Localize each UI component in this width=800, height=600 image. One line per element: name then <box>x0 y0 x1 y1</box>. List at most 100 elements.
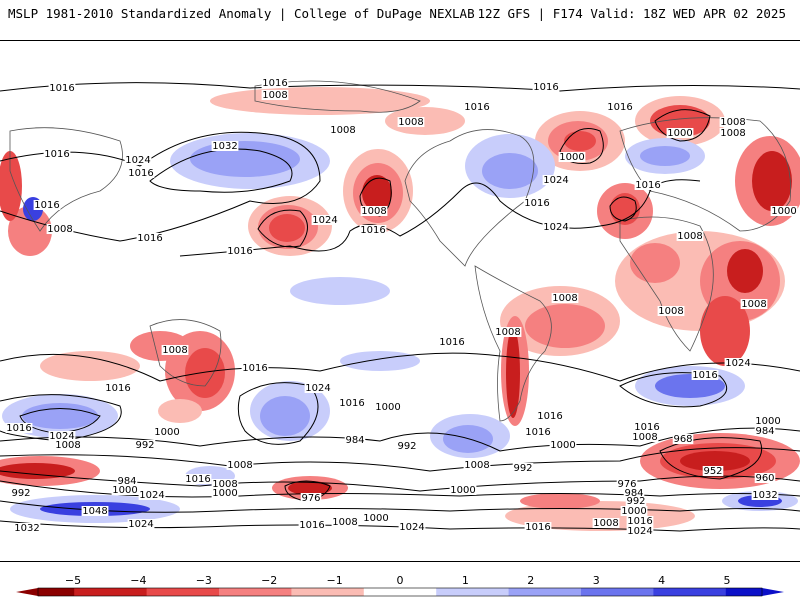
isobar-label: 1008 <box>332 517 357 528</box>
colorbar-cell <box>653 588 672 596</box>
isobar-label-bg <box>542 222 570 232</box>
isobar-label: 1024 <box>543 175 568 186</box>
isobar-label-bg <box>48 83 76 93</box>
isobar-label: 1008 <box>361 206 386 217</box>
isobar-label-bg <box>48 431 76 441</box>
isobar-label-bg <box>657 306 685 316</box>
isobar-label-bg <box>558 152 586 162</box>
isobar-label: 1016 <box>185 474 210 485</box>
isobar-label-bg <box>626 516 654 526</box>
colorbar-cell <box>418 588 437 596</box>
isobar-label: 968 <box>673 434 692 445</box>
isobar-label-bg <box>136 233 164 243</box>
isobar-label: 1016 <box>339 398 364 409</box>
colorbar-tick-label: 0 <box>397 574 404 587</box>
isobar-label-bg <box>616 479 638 489</box>
isobar-label: 976 <box>301 493 320 504</box>
isobar-label: 952 <box>703 466 722 477</box>
isobar-label: 992 <box>11 488 30 499</box>
isobar-label-bg <box>549 440 577 450</box>
colorbar-tick-label: −4 <box>130 574 146 587</box>
colorbar-cell <box>381 588 401 596</box>
isobar-label: 1000 <box>112 485 137 496</box>
isobar-label: 1008 <box>212 479 237 490</box>
isobar-label-bg <box>184 474 212 484</box>
colorbar-tick-label: 4 <box>658 574 665 587</box>
isobar-label-bg <box>770 206 798 216</box>
isobar-label: 1008 <box>227 460 252 471</box>
isobar-label-bg <box>494 327 522 337</box>
colorbar-outline <box>37 587 763 597</box>
map-panel: 1016 1016 1008 1016 1016 1008 1008 1000 1016 1000… <box>0 40 800 562</box>
isobar-label-bg <box>620 506 648 516</box>
colorbar-cell <box>599 588 618 596</box>
isobar-label: 1016 <box>360 225 385 236</box>
isobar-label-bg <box>536 411 564 421</box>
isobar-label-bg <box>524 427 552 437</box>
isobar-label: 1016 <box>635 180 660 191</box>
isobar-label: 1000 <box>550 440 575 451</box>
isobar-label-bg <box>702 466 724 476</box>
isobar-label-bg <box>127 168 155 178</box>
colorbar-cell <box>508 588 528 596</box>
colorbar-cell <box>200 588 220 596</box>
colorbar-tick-label: −3 <box>196 574 212 587</box>
colorbar-cell <box>128 588 148 596</box>
isobar-label-bg <box>463 460 491 470</box>
isobar-label: 1008 <box>330 125 355 136</box>
isobar-labels: 1016 101610081016101610081008100010161000… <box>5 78 798 537</box>
isobar-label-bg <box>463 102 491 112</box>
colorbar-cell <box>363 588 383 596</box>
isobar-label-bg <box>311 215 339 225</box>
anomaly-shading <box>0 87 800 531</box>
isobar-label-bg <box>740 299 768 309</box>
isobar-label: 1016 <box>105 383 130 394</box>
isobar-label: 1008 <box>47 224 72 235</box>
isobar-label: 1016 <box>439 337 464 348</box>
isobar-label-bg <box>719 128 747 138</box>
isobar-label: 1024 <box>305 383 330 394</box>
isobar-label-bg <box>134 440 156 450</box>
isobar-label: 1024 <box>627 526 652 537</box>
isobar-label: 984 <box>755 426 774 437</box>
colorbar-tick-label: 2 <box>527 574 534 587</box>
isobar-label: 1032 <box>212 141 237 152</box>
isobar-label: 1000 <box>771 206 796 217</box>
isobar-label-bg <box>54 440 82 450</box>
colorbar-cell <box>273 588 292 596</box>
isobar-label-bg <box>360 206 388 216</box>
isobar-label-bg <box>719 117 747 127</box>
isobar-label-bg <box>124 155 152 165</box>
isobar-label: 984 <box>117 476 136 487</box>
isobar-label: 976 <box>617 479 636 490</box>
colorbar-cell <box>74 588 93 596</box>
isobar-label: 1016 <box>634 422 659 433</box>
colorbar-cell <box>56 588 75 596</box>
isobar-label-bg <box>300 493 322 503</box>
isobar-label: 1016 <box>607 102 632 113</box>
isobar-label-bg <box>398 522 426 532</box>
isobar-label-bg <box>754 426 776 436</box>
isobar-label-bg <box>331 517 359 527</box>
isobar-label: 1016 <box>262 78 287 89</box>
isobar-label: 1024 <box>312 215 337 226</box>
colorbar-cell <box>707 588 727 596</box>
isobar-label-bg <box>542 175 570 185</box>
isobar-label: 1048 <box>82 506 107 517</box>
isobar-label-bg <box>551 293 579 303</box>
isobar-label-bg <box>532 82 560 92</box>
isobar-label: 1000 <box>154 427 179 438</box>
isobar-label-bg <box>666 128 694 138</box>
colorbar-cell <box>526 588 546 596</box>
isobar-label-bg <box>33 200 61 210</box>
isobar-label-bg <box>81 506 109 516</box>
isobar-label-bg <box>344 435 366 445</box>
isobar-label-bg <box>46 224 74 234</box>
isobar-label-bg <box>13 523 41 533</box>
colorbar-cell <box>581 588 600 596</box>
colorbar-cell <box>291 588 310 596</box>
isobar-label-bg <box>362 513 390 523</box>
isobar-label-bg <box>631 432 659 442</box>
isobar-label-bg <box>676 231 704 241</box>
isobar-label: 1000 <box>667 128 692 139</box>
